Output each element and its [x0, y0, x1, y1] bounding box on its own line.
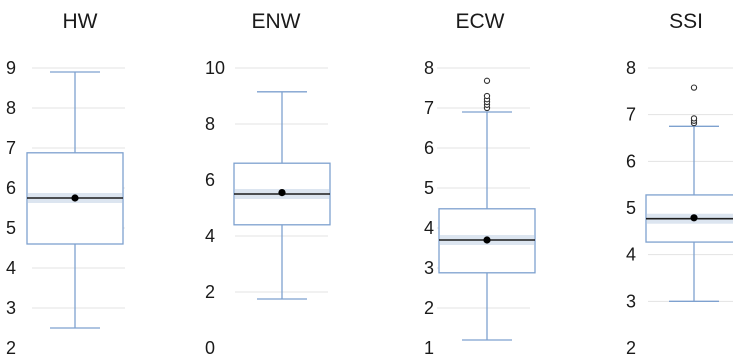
ecw-tick-label: 6: [424, 138, 434, 158]
ssi-tick-label: 4: [626, 245, 636, 265]
ecw-outlier-point: [483, 77, 491, 84]
enw-mean-marker: [278, 189, 286, 197]
ecw-tick-label: 3: [424, 258, 434, 278]
ecw-tick-label: 7: [424, 98, 434, 118]
hw-tick-label: 4: [6, 258, 16, 278]
ssi-outlier-point: [690, 115, 698, 122]
hw-tick-label: 8: [6, 98, 16, 118]
enw-panel-title: ENW: [252, 10, 301, 33]
ecw-panel-title: ECW: [456, 10, 505, 33]
ssi-tick-label: 5: [626, 198, 636, 218]
ecw-tick-label: 4: [424, 218, 434, 238]
enw-tick-label: 10: [205, 58, 225, 78]
ssi-tick-label: 2: [626, 338, 636, 357]
hw-tick-label: 5: [6, 218, 16, 238]
ecw-tick-label: 2: [424, 298, 434, 318]
ssi-tick-label: 8: [626, 58, 636, 78]
ssi-tick-label: 7: [626, 105, 636, 125]
ecw-mean-marker: [483, 236, 491, 244]
hw-tick-label: 6: [6, 178, 16, 198]
ssi-tick-label: 3: [626, 291, 636, 311]
ecw-tick-label: 5: [424, 178, 434, 198]
enw-tick-label: 8: [205, 114, 215, 134]
hw-tick-label: 2: [6, 338, 16, 357]
hw-panel-title: HW: [63, 10, 98, 33]
hw-tick-label: 7: [6, 138, 16, 158]
hw-tick-label: 3: [6, 298, 16, 318]
enw-tick-label: 2: [205, 282, 215, 302]
hw-mean-marker: [71, 194, 79, 202]
ecw-outlier-point: [483, 92, 491, 100]
ssi-outlier-point: [690, 84, 698, 91]
ssi-mean-marker: [690, 214, 698, 222]
ssi-panel-title: SSI: [669, 10, 703, 33]
ssi-tick-label: 6: [626, 151, 636, 171]
enw-tick-label: 4: [205, 226, 215, 246]
hw-tick-label: 9: [6, 58, 16, 78]
enw-tick-label: 6: [205, 170, 215, 190]
enw-tick-label: 0: [205, 338, 215, 357]
ecw-tick-label: 1: [424, 338, 434, 357]
ecw-tick-label: 8: [424, 58, 434, 78]
